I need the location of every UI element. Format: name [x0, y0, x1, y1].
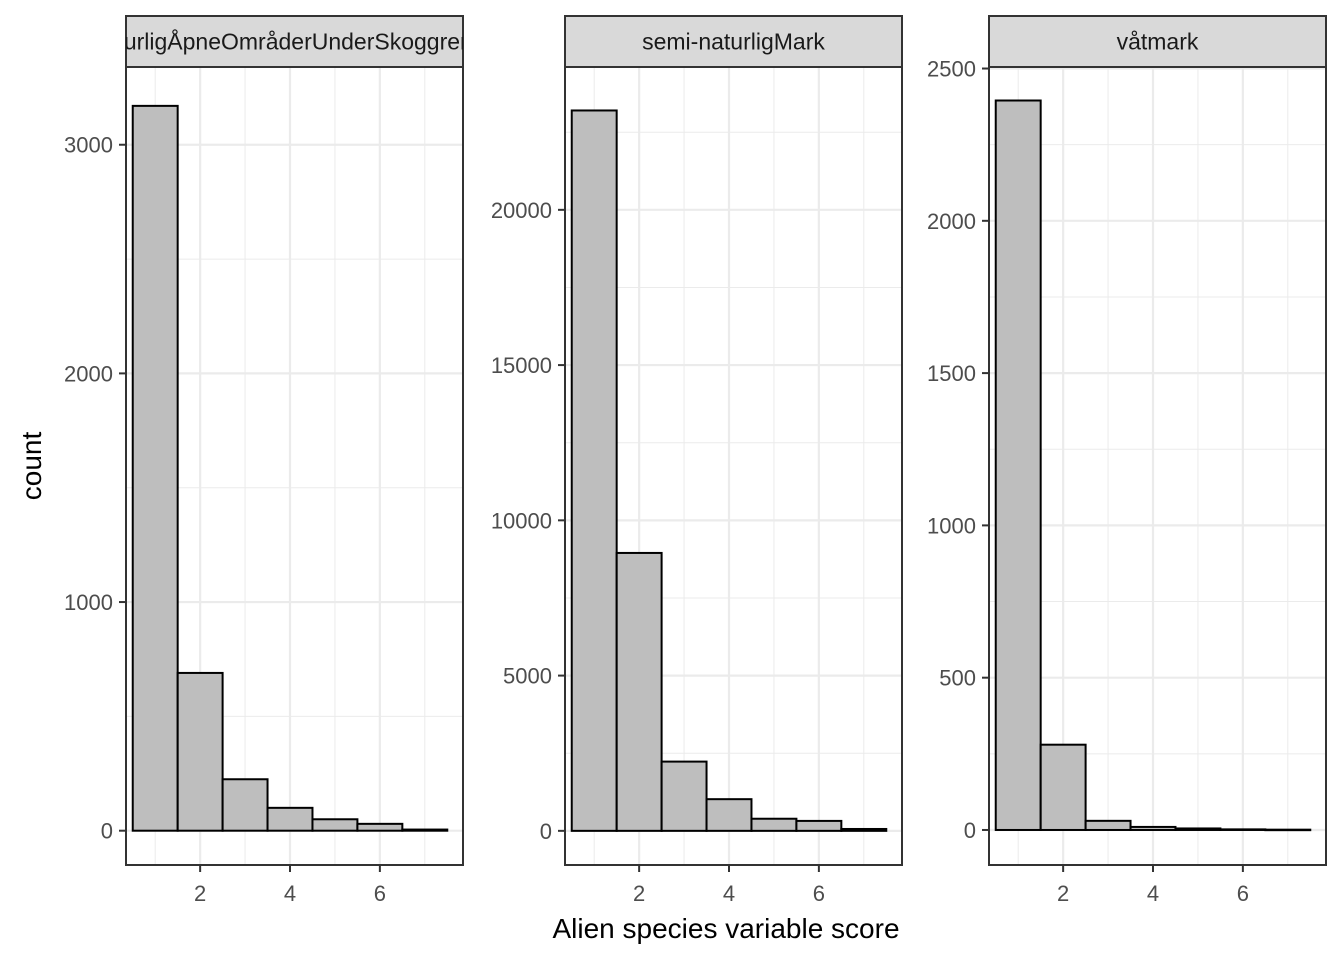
y-tick-label: 20000 [491, 198, 552, 223]
y-tick-label: 2000 [64, 361, 113, 386]
facet-strip [988, 15, 1327, 68]
facet-panel-2: semi-naturligMark 0 5000 10000 15000 20000 2 4 6 [491, 15, 903, 906]
facet-strip [125, 15, 464, 68]
y-tick-label: 1500 [927, 361, 976, 386]
histogram-bar [1084, 819, 1132, 831]
y-tick-label: 1000 [927, 513, 976, 538]
histogram-bar [266, 806, 314, 832]
histogram-bar [1264, 828, 1312, 832]
x-tick-label: 2 [194, 881, 206, 906]
x-tick-label: 6 [813, 881, 825, 906]
histogram-bar [705, 798, 753, 832]
x-tick-label: 2 [1057, 881, 1069, 906]
y-axis-title: count [16, 432, 47, 501]
y-tick-label: 0 [964, 818, 976, 843]
x-tick-label: 4 [723, 881, 735, 906]
facet-panels: naturligÅpneOmråderUnderSkoggrensa 0 1000 2… [64, 15, 1327, 906]
histogram-bar [750, 817, 798, 832]
y-tick-label: 0 [101, 819, 113, 844]
facet-panel-3: våtmark 0 500 1000 1500 2000 2500 2 4 6 [927, 15, 1327, 906]
histogram-bar [221, 778, 269, 832]
histogram-bar [1174, 827, 1222, 831]
y-tick-label: 1000 [64, 590, 113, 615]
facet-panel-1: naturligÅpneOmråderUnderSkoggrensa 0 1000 2… [64, 15, 497, 906]
histogram-bar [356, 822, 404, 832]
facet-strip [564, 15, 903, 68]
histogram-bar [401, 828, 449, 832]
x-tick-label: 4 [284, 881, 296, 906]
histogram-bar [840, 827, 888, 832]
y-tick-label: 3000 [64, 133, 113, 158]
x-tick-label: 6 [374, 881, 386, 906]
y-tick-label: 0 [540, 819, 552, 844]
y-tick-label: 2000 [927, 209, 976, 234]
histogram-bar [795, 819, 843, 832]
facet-strip-label: naturligÅpneOmråderUnderSkoggrensa [92, 28, 497, 55]
y-tick-label: 15000 [491, 353, 552, 378]
histogram-bar [615, 551, 663, 832]
x-axis-title: Alien species variable score [552, 913, 899, 944]
histogram-bar [1219, 828, 1267, 831]
x-tick-label: 6 [1237, 881, 1249, 906]
x-tick-label: 4 [1147, 881, 1159, 906]
histogram-bar [311, 818, 359, 832]
y-tick-label: 10000 [491, 508, 552, 533]
facet-strip-label: våtmark [1117, 29, 1199, 55]
histogram-bar [176, 671, 224, 832]
y-tick-label: 500 [939, 666, 976, 691]
histogram-bar [660, 760, 708, 832]
histogram-bar [570, 109, 618, 832]
y-tick-label: 2500 [927, 57, 976, 82]
x-tick-label: 2 [633, 881, 645, 906]
histogram-bar [1129, 825, 1177, 831]
histogram-bar [994, 99, 1042, 831]
histogram-bar [1039, 743, 1087, 831]
y-tick-label: 5000 [503, 664, 552, 689]
facet-strip-label: semi-naturligMark [642, 29, 825, 55]
histogram-bar [131, 104, 179, 832]
